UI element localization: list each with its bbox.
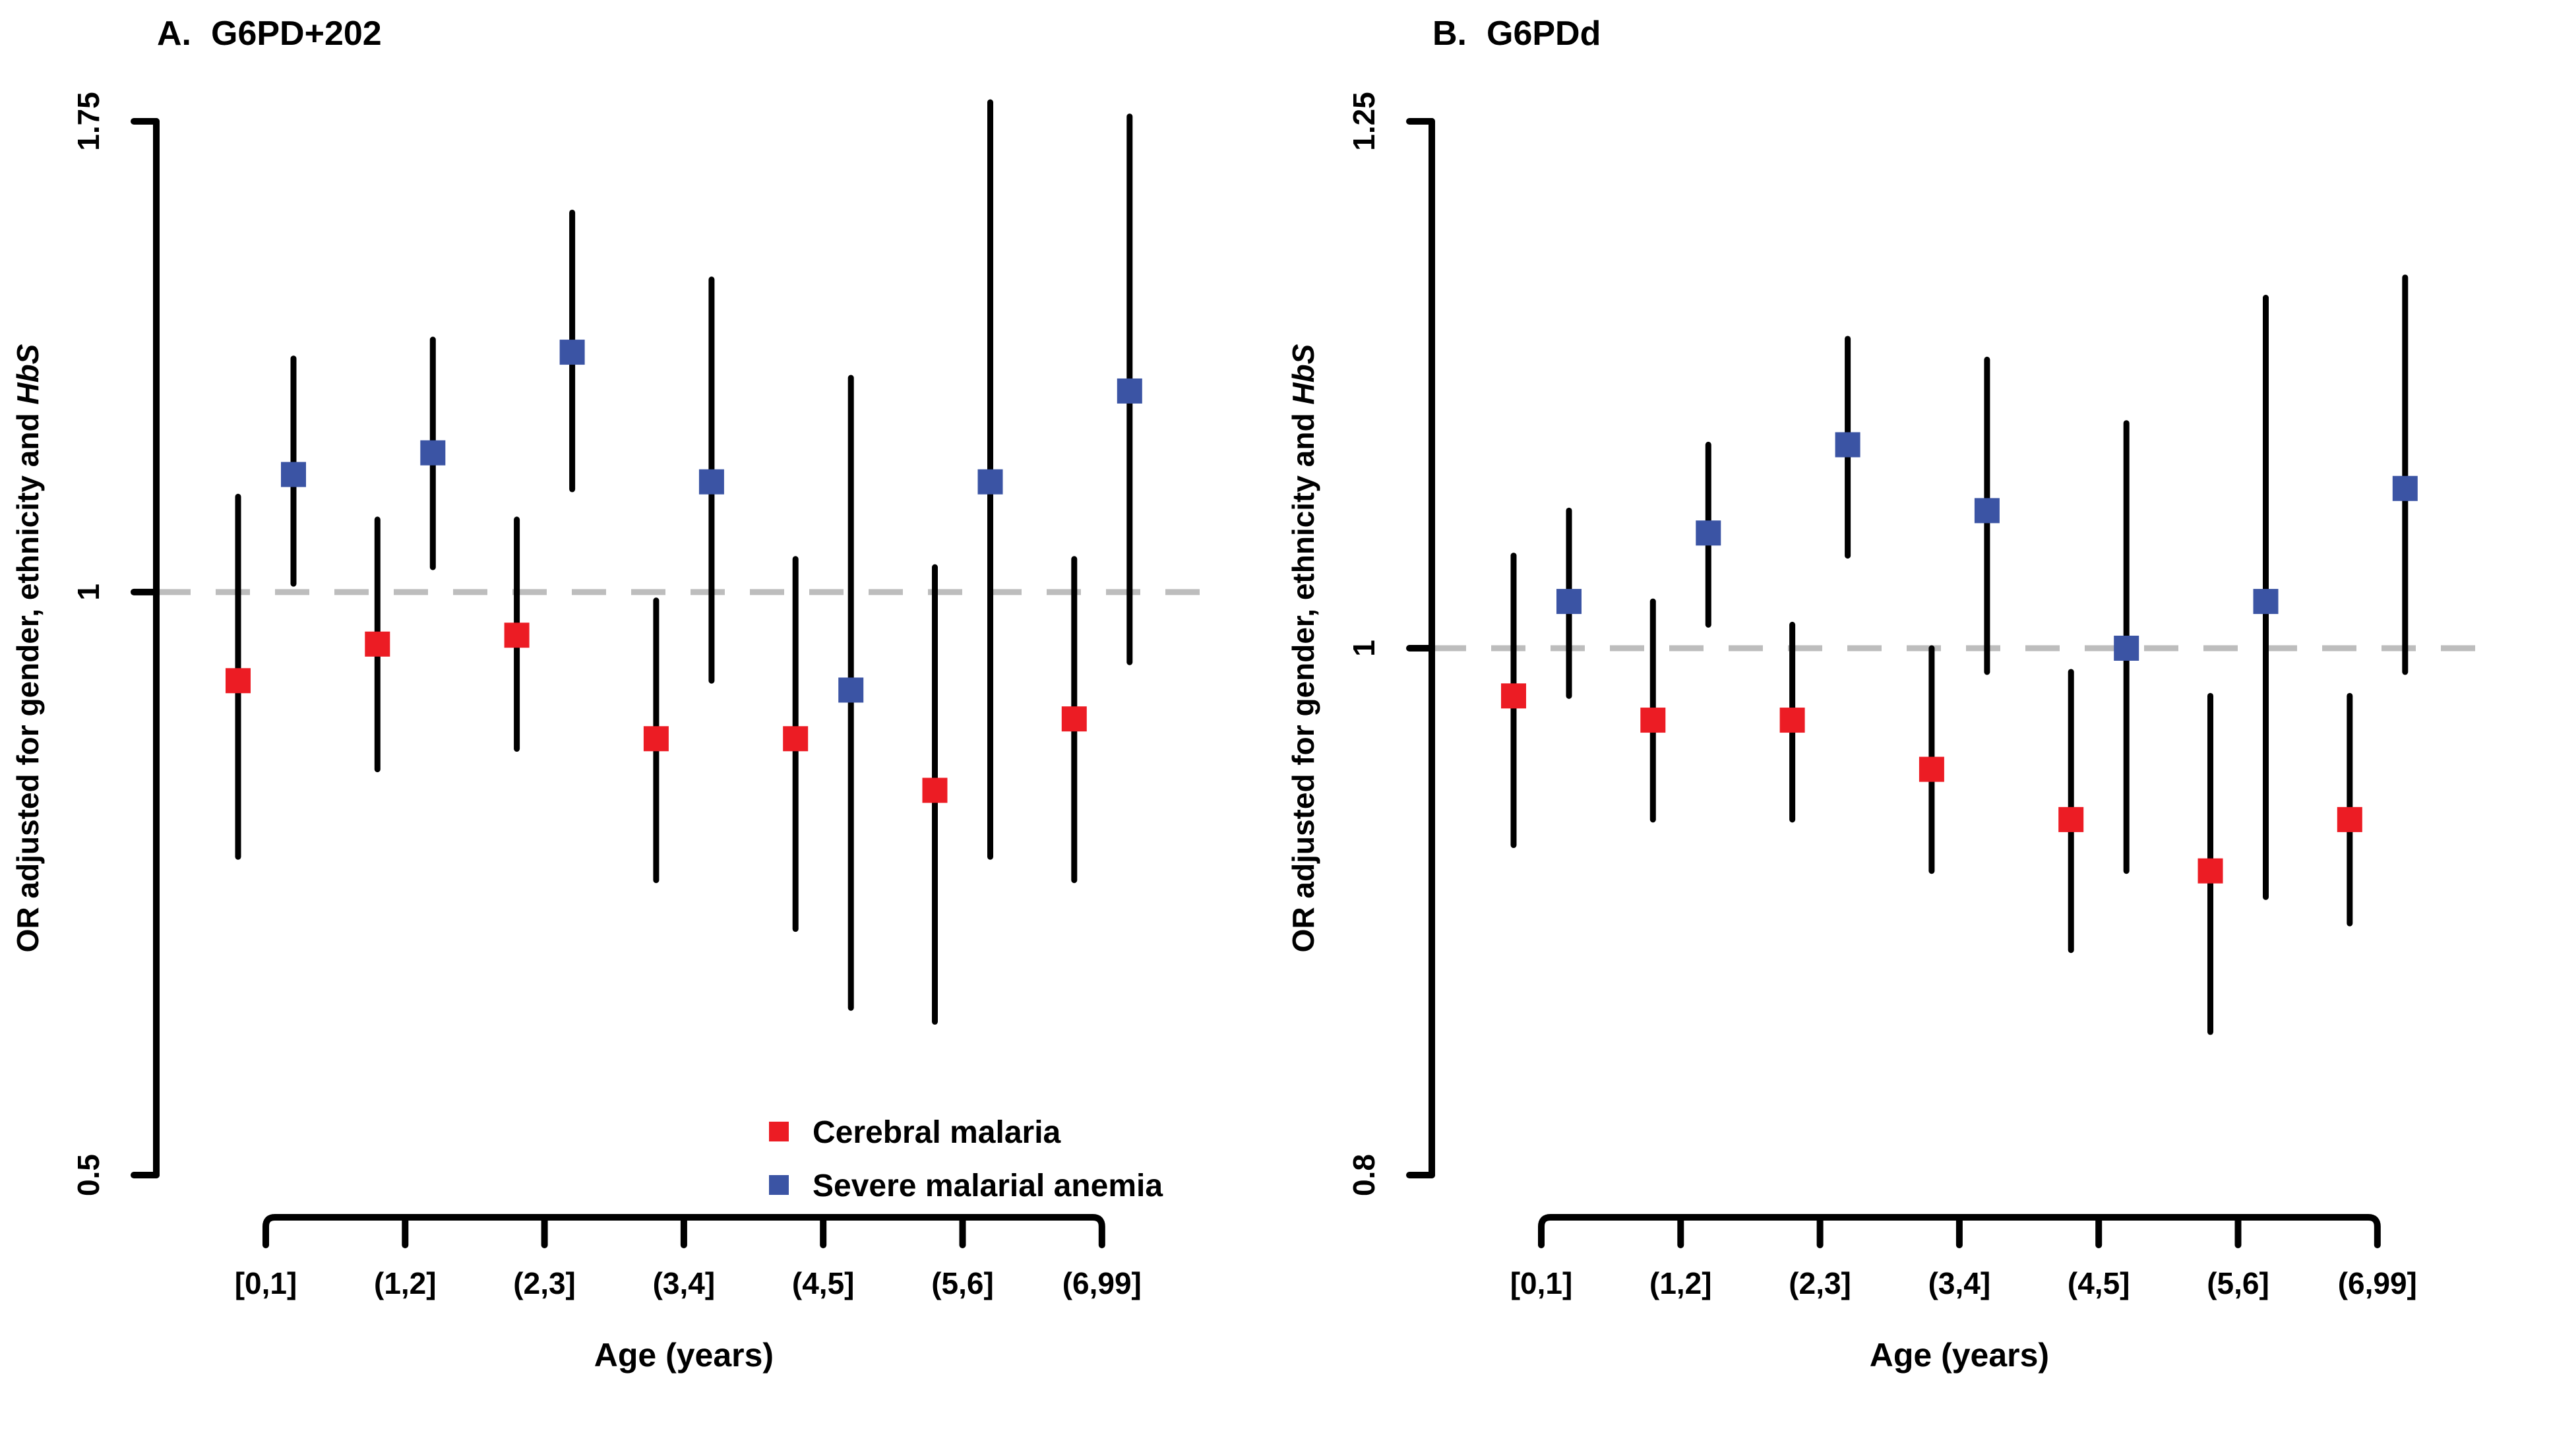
panel-B: 0.8 1 1.25 OR adjusted for gender, ethnicit… xyxy=(1286,15,2497,1374)
x-category-label: (4,5] xyxy=(792,1266,855,1300)
series-severe-malarial-anemia xyxy=(1556,274,2418,900)
point-estimate-square xyxy=(698,469,724,495)
y-tick-label: 1 xyxy=(71,584,106,601)
panel-A: 0.5 1 1.75 OR adjusted for gender, ethnicit… xyxy=(11,15,1221,1374)
point-estimate-square xyxy=(559,340,585,365)
point-estimate-square xyxy=(365,631,390,657)
y-axis-title-italic: HbS xyxy=(1286,344,1320,404)
series-severe-malarial-anemia xyxy=(281,99,1142,1011)
x-category-label: (6,99] xyxy=(2338,1266,2417,1300)
y-axis-title-plain: OR adjusted for gender, ethnicity and xyxy=(1286,405,1320,953)
y-tick-label: 1.25 xyxy=(1347,92,1381,151)
point-estimate-square xyxy=(1779,708,1805,733)
y-tick-label: 1 xyxy=(1347,640,1381,657)
point-estimate-square xyxy=(783,726,809,752)
series-cerebral-malaria xyxy=(226,493,1087,1025)
legend: Cerebral malaria Severe malarial anemia xyxy=(769,1115,1163,1203)
panel-title: A. G6PD+202 xyxy=(157,15,382,53)
point-estimate-square xyxy=(2253,589,2279,615)
x-category-label: [0,1] xyxy=(1510,1266,1573,1300)
point-estimate-square xyxy=(420,440,446,466)
legend-marker-severe-malarial-anemia xyxy=(769,1175,789,1195)
point-estimate-square xyxy=(838,677,864,703)
point-estimate-square xyxy=(1556,589,1582,615)
point-estimate-square xyxy=(1061,706,1087,732)
panel-title-prefix: A. xyxy=(157,15,191,53)
point-estimate-square xyxy=(1974,498,2000,524)
x-category-label: [0,1] xyxy=(235,1266,297,1300)
point-estimate-square xyxy=(1835,432,1860,458)
point-estimate-square xyxy=(2198,858,2223,884)
point-estimate-square xyxy=(2392,475,2418,501)
panel-title: B. G6PDd xyxy=(1432,15,1601,53)
point-estimate-square xyxy=(977,469,1003,495)
point-estimate-square xyxy=(1919,756,1944,782)
y-axis-title-italic: HbS xyxy=(11,344,45,404)
point-estimate-square xyxy=(1117,378,1142,404)
legend-label: Cerebral malaria xyxy=(813,1115,1061,1150)
point-estimate-square xyxy=(2337,806,2362,832)
point-estimate-square xyxy=(1501,683,1526,709)
y-tick-label: 1.75 xyxy=(71,92,106,151)
x-axis-title: Age (years) xyxy=(1870,1337,2049,1374)
x-category-label: (3,4] xyxy=(1928,1266,1991,1300)
x-category-label: (2,3] xyxy=(513,1266,576,1300)
point-estimate-square xyxy=(504,622,530,648)
legend-label: Severe malarial anemia xyxy=(813,1168,1163,1203)
y-tick-label: 0.5 xyxy=(71,1154,106,1196)
x-category-label: (1,2] xyxy=(374,1266,437,1300)
y-axis-title: OR adjusted for gender, ethnicity and Hb… xyxy=(1286,344,1320,952)
x-category-label: (6,99] xyxy=(1062,1266,1142,1300)
point-estimate-square xyxy=(643,726,669,752)
panel-title-name: G6PDd xyxy=(1487,15,1601,53)
x-category-label: (2,3] xyxy=(1789,1266,1851,1300)
point-estimate-square xyxy=(1696,520,1721,546)
point-estimate-square xyxy=(1640,708,1666,733)
y-tick-label: 0.8 xyxy=(1347,1154,1381,1196)
point-estimate-square xyxy=(922,777,948,803)
x-category-label: (5,6] xyxy=(2207,1266,2269,1300)
x-category-label: (3,4] xyxy=(653,1266,716,1300)
y-axis-title: OR adjusted for gender, ethnicity and Hb… xyxy=(11,344,45,952)
legend-marker-cerebral-malaria xyxy=(769,1122,789,1141)
series-cerebral-malaria xyxy=(1501,553,2362,1035)
point-estimate-square xyxy=(281,462,306,487)
x-category-label: (4,5] xyxy=(2068,1266,2130,1300)
x-category-label: (1,2] xyxy=(1649,1266,1712,1300)
point-estimate-square xyxy=(226,668,251,694)
x-category-label: (5,6] xyxy=(931,1266,994,1300)
panel-title-name: G6PD+202 xyxy=(211,15,382,53)
y-axis-title-plain: OR adjusted for gender, ethnicity and xyxy=(11,405,45,953)
point-estimate-square xyxy=(2114,636,2139,661)
x-axis-title: Age (years) xyxy=(594,1337,774,1374)
point-estimate-square xyxy=(2058,806,2084,832)
panel-title-prefix: B. xyxy=(1432,15,1467,53)
